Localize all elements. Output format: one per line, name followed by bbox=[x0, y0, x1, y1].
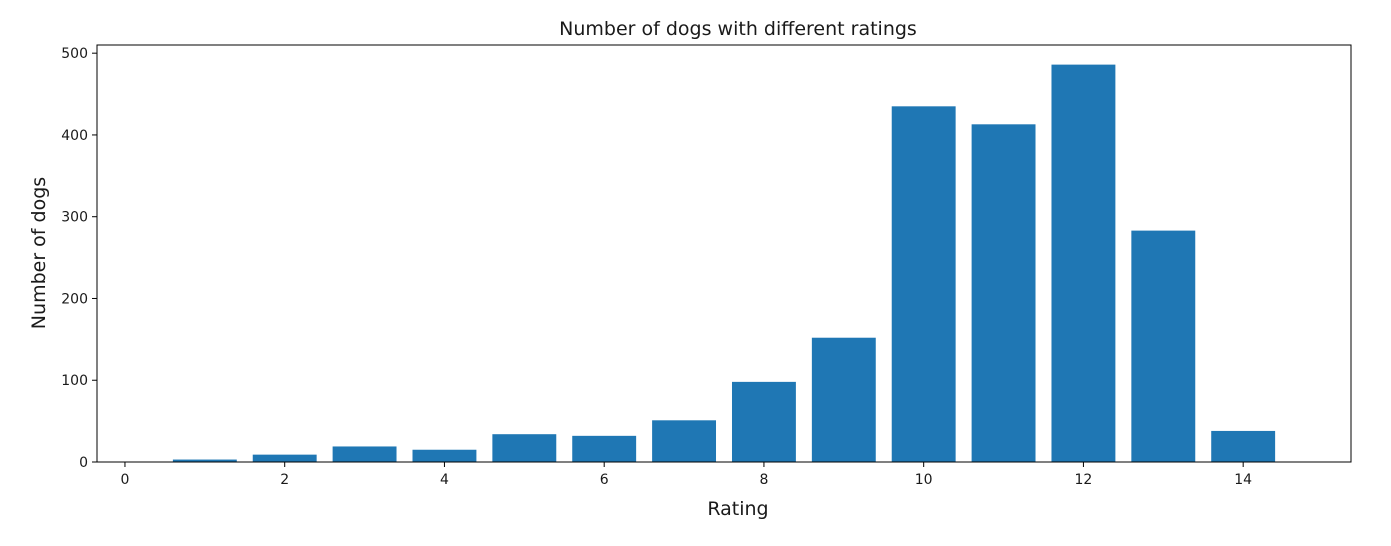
bar-rating-12 bbox=[1051, 64, 1116, 463]
x-tick-label-2: 2 bbox=[280, 472, 289, 488]
y-axis-ticks: 0 100 200 300 400 500 bbox=[61, 46, 97, 471]
bar-rating-7 bbox=[652, 420, 717, 462]
y-tick-label-0: 0 bbox=[79, 455, 88, 471]
x-tick-label-4: 4 bbox=[440, 472, 449, 488]
bar-rating-14 bbox=[1211, 430, 1276, 462]
x-tick-label-6: 6 bbox=[600, 472, 609, 488]
y-tick-label-400: 400 bbox=[61, 128, 88, 144]
y-tick-label-100: 100 bbox=[61, 373, 88, 389]
bar-rating-9 bbox=[811, 337, 876, 462]
x-tick-label-12: 12 bbox=[1075, 472, 1093, 488]
bar-rating-13 bbox=[1131, 230, 1196, 462]
x-axis-ticks: 0 2 4 6 8 10 12 14 bbox=[120, 462, 1252, 488]
bar-rating-5 bbox=[492, 434, 557, 462]
bar-rating-3 bbox=[332, 446, 397, 462]
bar-rating-8 bbox=[731, 381, 796, 462]
bar-rating-10 bbox=[891, 106, 956, 462]
bar-rating-4 bbox=[412, 449, 477, 462]
x-tick-label-0: 0 bbox=[120, 472, 129, 488]
y-tick-label-200: 200 bbox=[61, 291, 88, 307]
x-tick-label-14: 14 bbox=[1234, 472, 1252, 488]
bars-group bbox=[172, 64, 1276, 463]
bar-rating-11 bbox=[971, 124, 1036, 462]
x-tick-label-8: 8 bbox=[759, 472, 768, 488]
y-axis-label: Number of dogs bbox=[28, 177, 50, 329]
x-axis-label: Rating bbox=[707, 498, 768, 520]
x-tick-label-10: 10 bbox=[915, 472, 933, 488]
y-tick-label-500: 500 bbox=[61, 46, 88, 62]
bar-rating-2 bbox=[252, 454, 317, 462]
plot-area-frame bbox=[96, 44, 1352, 463]
bar-rating-1 bbox=[172, 459, 237, 462]
bar-rating-6 bbox=[572, 435, 637, 462]
y-tick-label-300: 300 bbox=[61, 210, 88, 226]
chart-title: Number of dogs with different ratings bbox=[559, 18, 917, 40]
